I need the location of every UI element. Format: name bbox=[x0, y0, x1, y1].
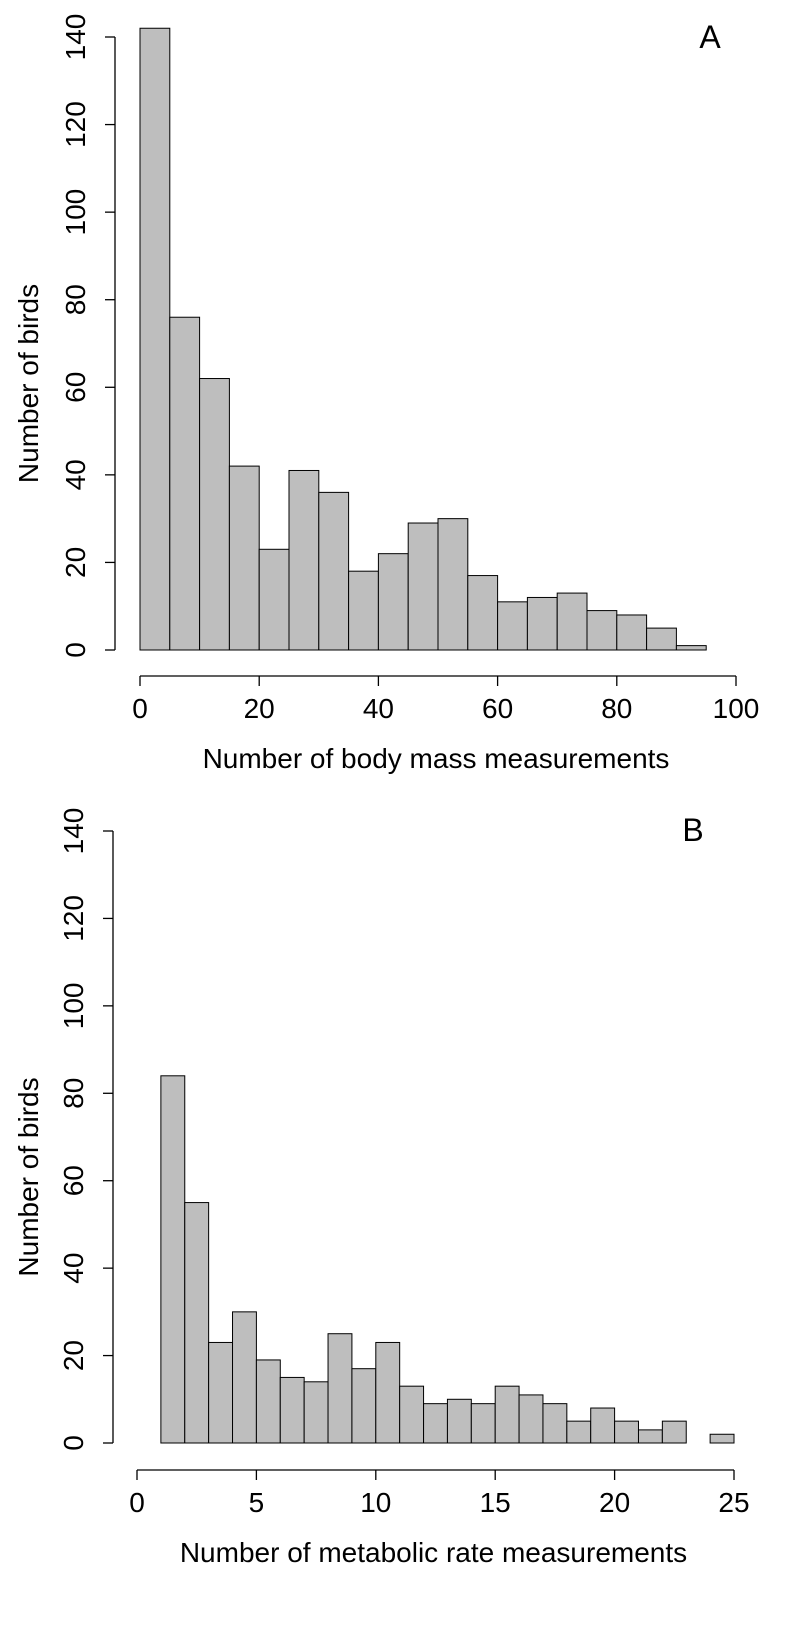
x-tick-label: 15 bbox=[480, 1487, 511, 1518]
bar bbox=[184, 1202, 210, 1444]
y-tick-label: 100 bbox=[60, 189, 91, 236]
bar bbox=[586, 610, 618, 651]
bar bbox=[646, 627, 677, 651]
bar bbox=[556, 592, 588, 651]
bar bbox=[675, 645, 707, 651]
x-tick-label: 25 bbox=[718, 1487, 749, 1518]
x-tick-label: 0 bbox=[132, 693, 148, 724]
x-tick-label: 5 bbox=[249, 1487, 265, 1518]
x-tick-label: 40 bbox=[363, 693, 394, 724]
bar bbox=[399, 1385, 425, 1444]
bar bbox=[497, 601, 528, 651]
y-tick-label: 0 bbox=[58, 1435, 89, 1451]
bar bbox=[208, 1341, 234, 1444]
bar bbox=[279, 1376, 305, 1444]
bar bbox=[377, 553, 409, 651]
y-tick-label: 120 bbox=[58, 895, 89, 942]
bar bbox=[139, 27, 171, 651]
bar bbox=[637, 1429, 663, 1444]
panel-label: B bbox=[682, 812, 703, 848]
x-tick-label: 100 bbox=[713, 693, 760, 724]
x-axis-label: Number of metabolic rate measurements bbox=[180, 1537, 687, 1568]
bar bbox=[526, 596, 558, 651]
bar bbox=[348, 570, 379, 651]
bar bbox=[228, 465, 260, 651]
x-tick-label: 20 bbox=[244, 693, 275, 724]
y-tick-label: 20 bbox=[58, 1340, 89, 1371]
y-tick-label: 40 bbox=[58, 1253, 89, 1284]
bar bbox=[446, 1398, 472, 1444]
bar bbox=[327, 1333, 353, 1444]
x-tick-label: 0 bbox=[129, 1487, 145, 1518]
y-tick-label: 60 bbox=[58, 1165, 89, 1196]
x-axis-label: Number of body mass measurements bbox=[203, 743, 670, 774]
bar bbox=[288, 469, 320, 651]
y-tick-label: 100 bbox=[58, 982, 89, 1029]
bar bbox=[709, 1433, 735, 1444]
x-tick-label: 10 bbox=[360, 1487, 391, 1518]
x-tick-label: 60 bbox=[482, 693, 513, 724]
x-tick-label: 80 bbox=[601, 693, 632, 724]
y-tick-label: 40 bbox=[60, 459, 91, 490]
bar bbox=[437, 518, 469, 651]
bar bbox=[518, 1394, 544, 1444]
y-tick-label: 60 bbox=[60, 372, 91, 403]
bar bbox=[169, 316, 201, 651]
y-tick-label: 20 bbox=[60, 547, 91, 578]
bar bbox=[494, 1385, 520, 1444]
y-tick-label: 140 bbox=[60, 14, 91, 61]
bar bbox=[616, 614, 648, 651]
bar bbox=[375, 1341, 401, 1444]
bar bbox=[542, 1403, 568, 1444]
bar bbox=[318, 491, 350, 651]
panel-label: A bbox=[699, 19, 721, 55]
bar bbox=[303, 1381, 329, 1444]
bar bbox=[258, 548, 290, 651]
bar bbox=[614, 1420, 639, 1444]
bar bbox=[470, 1403, 496, 1444]
bar bbox=[590, 1407, 616, 1444]
y-axis-label: Number of birds bbox=[13, 1077, 44, 1276]
y-axis-label: Number of birds bbox=[13, 284, 44, 483]
bar bbox=[232, 1311, 257, 1444]
bar bbox=[423, 1403, 448, 1444]
bar bbox=[566, 1420, 592, 1444]
bar bbox=[407, 522, 439, 651]
y-tick-label: 80 bbox=[58, 1078, 89, 1109]
y-tick-label: 140 bbox=[58, 808, 89, 855]
x-tick-label: 20 bbox=[599, 1487, 630, 1518]
y-tick-label: 0 bbox=[60, 642, 91, 658]
bar bbox=[255, 1359, 281, 1444]
y-tick-label: 120 bbox=[60, 101, 91, 148]
bar bbox=[661, 1420, 687, 1444]
y-tick-label: 80 bbox=[60, 284, 91, 315]
bar bbox=[467, 575, 499, 651]
bar bbox=[160, 1075, 186, 1444]
bar bbox=[351, 1368, 377, 1444]
bar bbox=[199, 378, 230, 651]
